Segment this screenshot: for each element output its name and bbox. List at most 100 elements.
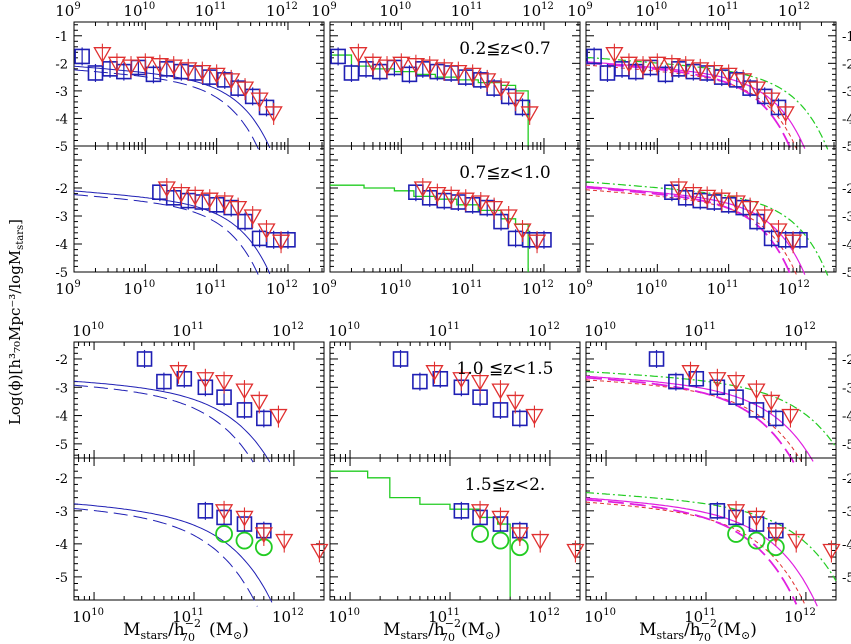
x-tick-label: 1010 bbox=[379, 279, 411, 298]
x-tick-label: 1011 bbox=[684, 607, 716, 626]
model-curve-solid bbox=[73, 380, 271, 463]
model-curve-red-dashed bbox=[585, 64, 797, 149]
y-tick-label: -5 bbox=[842, 140, 851, 155]
model-curve-solid bbox=[73, 190, 271, 275]
x-tick-label: 1012 bbox=[528, 607, 560, 626]
redshift-bin-label: 1.5≦z<2. bbox=[465, 475, 546, 495]
y-tick-label: -4 bbox=[842, 112, 851, 127]
x-axis-label-unit-sub: ⊙ bbox=[485, 629, 494, 642]
x-axis-label-unit-sub: ⊙ bbox=[741, 629, 750, 642]
model-histogram bbox=[330, 184, 529, 272]
panel-frame bbox=[329, 457, 581, 601]
panel-r3-c1: -2 -3 -4 -5 1010 1011 1012 bbox=[55, 321, 325, 463]
redshift-bin-label: 0.7≦z<1.0 bbox=[459, 163, 551, 183]
panel-frame bbox=[73, 145, 325, 273]
model-curve-dashed bbox=[73, 508, 258, 607]
x-tick-label: 109 bbox=[567, 1, 592, 20]
data-point-circle bbox=[747, 531, 766, 550]
y-tick-label: -3 bbox=[842, 85, 851, 100]
model-curve-red-dashed bbox=[585, 379, 804, 464]
x-axis-label-sub2: 70 bbox=[441, 631, 455, 644]
redshift-bin-label: 1.0 ≦z<1.5 bbox=[457, 359, 554, 379]
y-tick-label: -2 bbox=[55, 353, 68, 368]
panel-r4-c2: 1010 1011 1012 1.5≦z<2. bbox=[328, 457, 585, 626]
x-tick-label: 1012 bbox=[522, 279, 554, 298]
x-tick-label: 1011 bbox=[172, 321, 204, 340]
panel-frame bbox=[73, 341, 325, 459]
x-tick-label: 1011 bbox=[195, 279, 227, 298]
svg-text:Log(ϕ)[h³₇₀Mpc⁻³/logMstars]: Log(ϕ)[h³₇₀Mpc⁻³/logMstars] bbox=[6, 219, 26, 425]
x-tick-label: 109 bbox=[55, 1, 80, 20]
y-tick-label: -2 bbox=[55, 57, 68, 72]
x-tick-label: 1010 bbox=[123, 279, 155, 298]
panel-frame bbox=[585, 21, 837, 147]
svg-text:Mstars/h−270(M⊙): Mstars/h−2 70 (M⊙) bbox=[639, 617, 757, 644]
svg-text:Mstars/h−270(M⊙): Mstars/h−2 70 (M⊙) bbox=[383, 617, 501, 644]
x-axis-label-unit: (M bbox=[209, 620, 233, 640]
x-tick-label: 1011 bbox=[195, 1, 227, 20]
y-tick-label: -4 bbox=[55, 538, 68, 553]
model-curve-green-dashdot bbox=[585, 371, 837, 448]
x-axis-label-sup: −2 bbox=[701, 617, 717, 630]
y-tick-label: -3 bbox=[55, 505, 68, 520]
data-point-circle bbox=[491, 531, 510, 550]
panel-r2-c3: -2 -3 -4 -5 109 1010 1011 1012 bbox=[567, 145, 851, 298]
x-axis-label-mid: /h bbox=[684, 620, 701, 640]
x-axis-label-unit: (M bbox=[717, 620, 741, 640]
x-tick-label: 1010 bbox=[379, 1, 411, 20]
x-tick-label: 1011 bbox=[707, 1, 739, 20]
x-tick-label: 1012 bbox=[784, 321, 816, 340]
x-tick-label: 1011 bbox=[707, 279, 739, 298]
panel-r1-c1: -1 -2 -3 -4 -5 109 1010 1011 1012 bbox=[55, 1, 325, 155]
x-tick-label: 1010 bbox=[584, 607, 616, 626]
x-tick-label: 1010 bbox=[584, 321, 616, 340]
panel-r2-c2: 109 1010 1011 1012 0.7≦z<1.0 bbox=[311, 145, 581, 298]
x-tick-label: 109 bbox=[311, 279, 336, 298]
model-curve-magenta-dashed bbox=[585, 376, 796, 465]
x-tick-label: 1012 bbox=[778, 1, 810, 20]
model-curve-dashed bbox=[73, 69, 260, 152]
y-tick-label: -4 bbox=[55, 112, 68, 127]
x-tick-label: 1010 bbox=[635, 1, 667, 20]
x-axis-label-col1: Mstars/h−2 70 (M⊙) bbox=[123, 617, 249, 644]
panel-frame bbox=[329, 145, 581, 273]
y-tick-label: -1 bbox=[55, 30, 68, 45]
x-axis-label-sub: stars bbox=[657, 629, 685, 642]
y-tick-label: -3 bbox=[55, 210, 68, 225]
model-curve-green-dashdot bbox=[585, 492, 837, 582]
x-tick-label: 1012 bbox=[528, 321, 560, 340]
x-tick-label: 1011 bbox=[428, 321, 460, 340]
x-tick-label: 1010 bbox=[328, 607, 360, 626]
y-tick-label: -5 bbox=[55, 571, 68, 586]
y-tick-label: -2 bbox=[842, 182, 851, 197]
y-tick-label: -2 bbox=[842, 57, 851, 72]
x-axis-label-sup: −2 bbox=[185, 617, 201, 630]
model-curve-magenta bbox=[585, 375, 814, 462]
x-axis-label-unit-end: ) bbox=[750, 620, 757, 640]
model-curve-dashed bbox=[73, 384, 254, 463]
y-axis-label-end: ] bbox=[6, 219, 24, 225]
x-axis-label-sub2: 70 bbox=[181, 631, 195, 644]
panel-r3-c2: 1010 1011 1012 1.0 ≦z<1.5 bbox=[328, 321, 581, 459]
y-tick-label: -3 bbox=[55, 85, 68, 100]
y-tick-label: -3 bbox=[55, 381, 68, 396]
x-tick-label: 1010 bbox=[123, 1, 155, 20]
x-axis-label-unit-end: ) bbox=[242, 620, 249, 640]
y-tick-label: -2 bbox=[55, 182, 68, 197]
panel-frame bbox=[585, 457, 837, 601]
x-tick-label: 109 bbox=[567, 279, 592, 298]
panel-r1-c2: 109 1010 1011 1012 0.2≦z<0.7 bbox=[311, 1, 581, 147]
x-tick-label: 1012 bbox=[266, 1, 298, 20]
x-tick-label: 1011 bbox=[428, 607, 460, 626]
x-tick-label: 1010 bbox=[72, 321, 104, 340]
y-tick-label: -4 bbox=[842, 538, 851, 553]
x-tick-label: 1011 bbox=[451, 1, 483, 20]
x-axis-label-col3: Mstars/h−2 70 (M⊙) bbox=[639, 617, 757, 644]
x-tick-label: 1012 bbox=[266, 279, 298, 298]
y-tick-label: -1 bbox=[842, 30, 851, 45]
y-tick-label: -3 bbox=[842, 505, 851, 520]
y-tick-label: -4 bbox=[55, 238, 68, 253]
y-tick-label: -5 bbox=[55, 266, 68, 281]
